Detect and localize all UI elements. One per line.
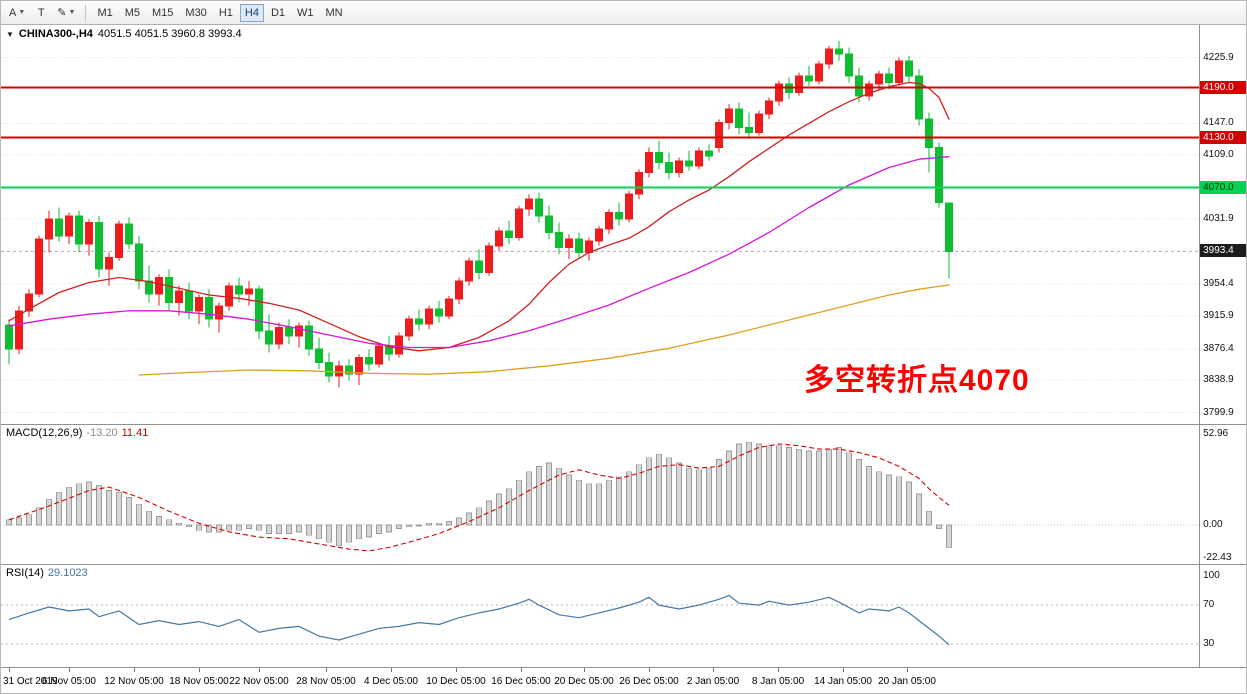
timeframe-h1-button[interactable]: H1 [214, 4, 238, 22]
time-axis[interactable]: 31 Oct 2019 6 Nov 05:00 12 Nov 05:00 18 Nov… [1, 668, 1246, 693]
price-axis-label: 3838.9 [1203, 374, 1234, 386]
toolbar: A ▼ T ✎ ▼ M1 M5 M15 M30 H1 H4 D1 W1 MN [1, 1, 1246, 25]
macd-label: MACD(12,26,9) -13.20 11.41 [6, 427, 148, 439]
price-axis-label: 4147.0 [1203, 117, 1234, 129]
price-axis-label: 4031.9 [1203, 213, 1234, 225]
time-axis-label: 10 Dec 05:00 [426, 676, 486, 687]
rsi-name: RSI(14) [6, 567, 44, 579]
macd-axis-label: 52.96 [1203, 427, 1229, 439]
rsi-row: RSI(14) 29.1023 100 70 30 [1, 565, 1246, 668]
time-tick [521, 668, 522, 672]
timeframe-d1-button[interactable]: D1 [266, 4, 290, 22]
font-tool-button[interactable]: A ▼ [5, 3, 29, 22]
dropdown-caret-icon: ▼ [18, 9, 26, 17]
price-axis-label: 3915.9 [1203, 309, 1234, 321]
price-axis[interactable]: 4225.9 4147.0 4109.0 4031.9 3954.4 3915.9 3876… [1199, 25, 1246, 424]
price-axis-label: 3876.4 [1203, 342, 1234, 354]
time-tick [134, 668, 135, 672]
rsi-value: 29.1023 [47, 567, 88, 579]
macd-axis-label: 0.00 [1203, 519, 1223, 530]
time-axis-label: 14 Jan 05:00 [814, 676, 872, 687]
macd-name: MACD(12,26,9) [6, 427, 83, 439]
timeframe-m30-button[interactable]: M30 [180, 4, 211, 22]
time-axis-label: 6 Nov 05:00 [42, 676, 96, 687]
toolbar-separator [85, 4, 87, 21]
macd-row: MACD(12,26,9) -13.20 11.41 52.96 0.00 -22.43 [1, 425, 1246, 565]
time-axis-label: 28 Nov 05:00 [296, 676, 356, 687]
price-axis-label: 3799.9 [1203, 406, 1234, 418]
dropdown-caret-icon: ▼ [68, 8, 76, 16]
macd-axis-label: -22.43 [1203, 552, 1232, 563]
macd-panel[interactable]: MACD(12,26,9) -13.20 11.41 [1, 425, 1200, 564]
time-axis-label: 22 Nov 05:00 [229, 676, 289, 687]
draw-tool-icon: ✎ [57, 6, 67, 19]
rsi-panel[interactable]: RSI(14) 29.1023 [1, 565, 1200, 667]
font-tool-icon: A [9, 6, 17, 19]
rsi-label: RSI(14) 29.1023 [6, 567, 88, 579]
text-tool-icon: T [37, 6, 45, 19]
price-axis-label: 3954.4 [1203, 277, 1234, 289]
annotation-tool-group: A ▼ T ✎ ▼ [4, 3, 80, 23]
time-axis-label: 4 Dec 05:00 [364, 676, 418, 687]
time-axis-label: 26 Dec 05:00 [619, 676, 679, 687]
price-line-badge: 4190.0 [1200, 80, 1246, 94]
time-tick [649, 668, 650, 672]
chart-text-annotation: 多空转折点4070 [804, 364, 1030, 397]
timeframe-m1-button[interactable]: M1 [92, 4, 117, 22]
time-tick [69, 668, 70, 672]
chart-marker-icon: ▼ [6, 29, 14, 39]
main-chart-panel[interactable]: ▼ CHINA300-,H4 4051.5 4051.5 3960.8 3993… [1, 25, 1200, 424]
rsi-axis-label: 30 [1203, 637, 1215, 649]
time-tick [713, 668, 714, 672]
rsi-axis[interactable]: 100 70 30 [1199, 565, 1246, 667]
time-tick [584, 668, 585, 672]
price-line-badge: 4130.0 [1200, 130, 1246, 144]
draw-tool-button[interactable]: ✎ ▼ [53, 3, 79, 22]
timeframe-mn-button[interactable]: MN [321, 4, 348, 22]
time-axis-label: 20 Jan 05:00 [878, 676, 936, 687]
macd-chart[interactable] [1, 425, 1200, 564]
time-axis-label: 12 Nov 05:00 [104, 676, 164, 687]
macd-main-value: -13.20 [86, 427, 118, 439]
price-axis-label: 4225.9 [1203, 51, 1234, 63]
rsi-axis-label: 100 [1203, 570, 1220, 581]
timeframe-m15-button[interactable]: M15 [147, 4, 178, 22]
time-tick [199, 668, 200, 672]
time-axis-label: 31 Oct 2019 [3, 676, 58, 687]
time-axis-label: 18 Nov 05:00 [169, 676, 229, 687]
time-tick [326, 668, 327, 672]
time-axis-label: 20 Dec 05:00 [554, 676, 614, 687]
rsi-chart[interactable] [1, 565, 1200, 667]
timeframe-m5-button[interactable]: M5 [120, 4, 145, 22]
text-tool-button[interactable]: T [31, 3, 51, 22]
main-chart-row: ▼ CHINA300-,H4 4051.5 4051.5 3960.8 3993… [1, 25, 1246, 425]
time-tick [907, 668, 908, 672]
time-axis-label: 8 Jan 05:00 [751, 676, 805, 687]
time-axis-label: 16 Dec 05:00 [491, 676, 551, 687]
macd-axis[interactable]: 52.96 0.00 -22.43 [1199, 425, 1246, 564]
rsi-axis-label: 70 [1203, 599, 1215, 611]
time-tick [843, 668, 844, 672]
candlestick-chart[interactable] [1, 25, 1200, 424]
time-tick [391, 668, 392, 672]
macd-signal-value: 11.41 [121, 427, 149, 439]
symbol-period-label: CHINA300-,H4 [18, 28, 93, 40]
time-axis-label: 2 Jan 05:00 [686, 676, 740, 687]
ohlc-values: 4051.5 4051.5 3960.8 3993.4 [97, 28, 242, 40]
time-tick [9, 668, 10, 672]
time-tick [456, 668, 457, 672]
price-axis-label: 4109.0 [1203, 149, 1234, 160]
time-tick [259, 668, 260, 672]
chart-title: ▼ CHINA300-,H4 4051.5 4051.5 3960.8 3993… [6, 28, 242, 40]
timeframe-h4-button[interactable]: H4 [239, 4, 264, 22]
time-tick [778, 668, 779, 672]
timeframe-w1-button[interactable]: W1 [292, 4, 319, 22]
timeframe-button-group: M1 M5 M15 M30 H1 H4 D1 W1 MN [91, 3, 348, 22]
price-line-badge: 4070.0 [1200, 180, 1246, 194]
current-price-badge: 3993.4 [1200, 244, 1246, 258]
